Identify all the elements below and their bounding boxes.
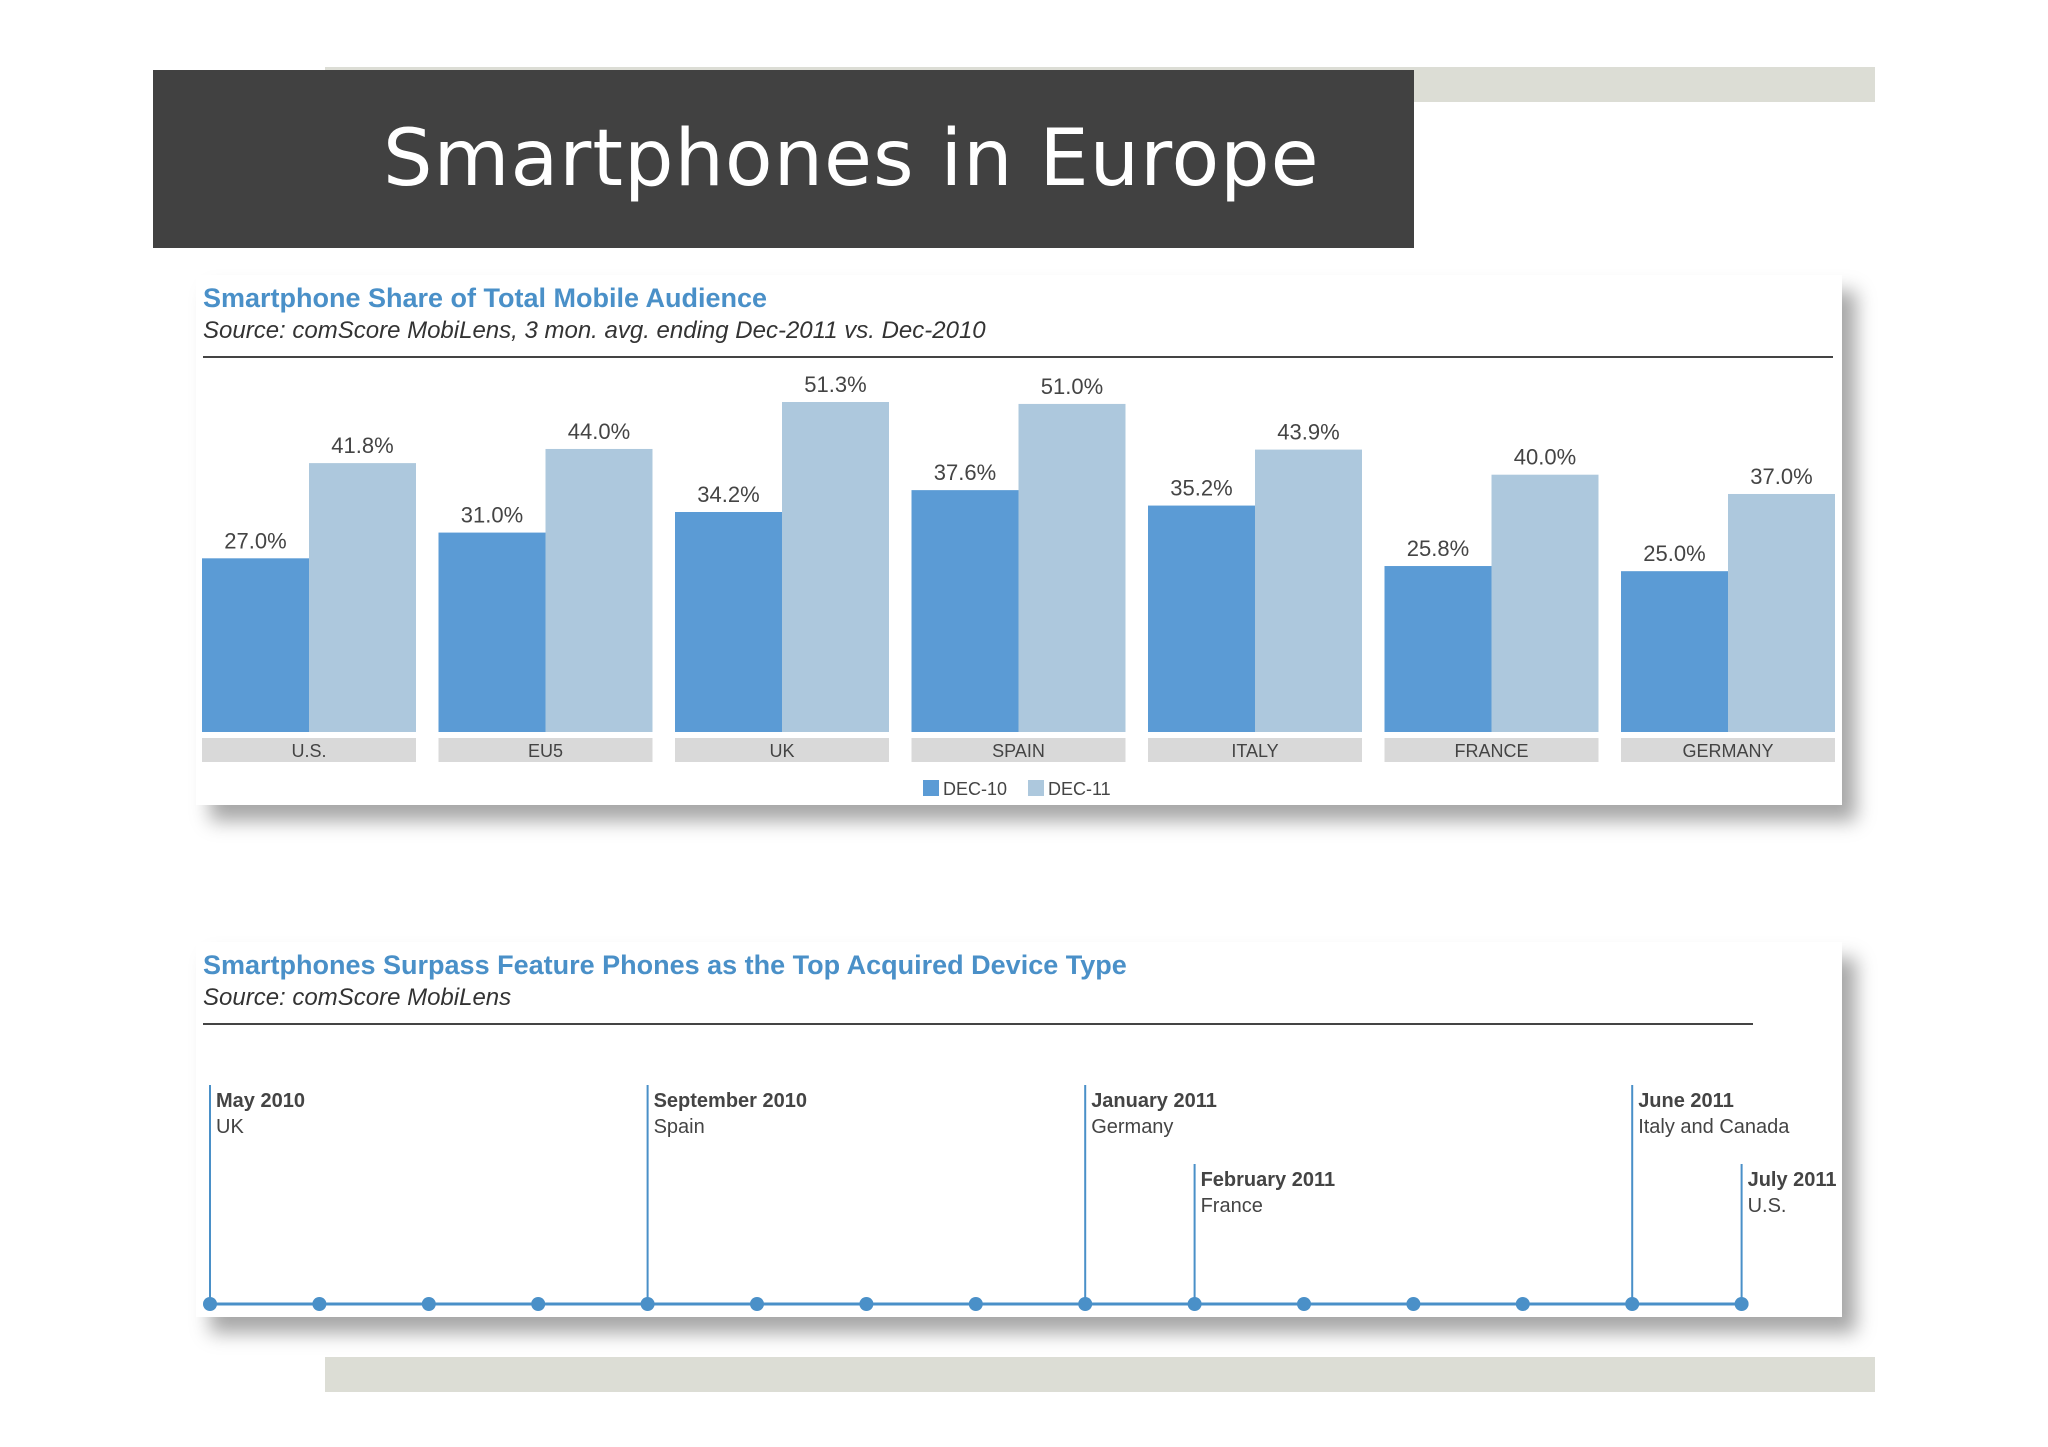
- data-label: 40.0%: [1514, 445, 1576, 470]
- bar-dec-11-italy: [1255, 449, 1362, 732]
- event-place: Germany: [1091, 1116, 1173, 1138]
- timeline-dot: [312, 1297, 327, 1311]
- timeline-dot: [531, 1297, 546, 1311]
- page-title: Smartphones in Europe: [383, 114, 1320, 204]
- event-place: UK: [216, 1116, 244, 1138]
- data-label: 27.0%: [224, 528, 286, 553]
- event-place: Italy and Canada: [1638, 1116, 1790, 1138]
- event-date: January 2011: [1091, 1090, 1217, 1112]
- bar-dec-10-spain: [911, 490, 1019, 732]
- category-label: EU5: [528, 741, 563, 761]
- timeline-dot: [421, 1297, 436, 1311]
- category-label-bg: [438, 738, 653, 762]
- bar-dec-10-eu5: [438, 532, 546, 732]
- category-label: UK: [769, 741, 794, 761]
- bar-chart-panel: Smartphone Share of Total Mobile Audienc…: [196, 275, 1842, 805]
- timeline-dot: [859, 1297, 874, 1311]
- event-place: U.S.: [1748, 1195, 1787, 1217]
- timeline-source: Source: comScore MobiLens: [203, 984, 512, 1011]
- data-label: 35.2%: [1170, 476, 1232, 501]
- category-label-bg: [911, 738, 1126, 762]
- data-label: 37.6%: [934, 460, 996, 485]
- category-label-bg: [1384, 738, 1599, 762]
- timeline-dot: [1406, 1297, 1421, 1311]
- timeline-dot: [1297, 1297, 1311, 1311]
- data-label: 51.0%: [1041, 374, 1103, 399]
- event-date: May 2010: [216, 1090, 305, 1112]
- legend-label: DEC-10: [943, 779, 1007, 799]
- category-label-bg: [202, 738, 416, 762]
- category-label: GERMANY: [1682, 741, 1773, 761]
- data-label: 37.0%: [1750, 464, 1812, 489]
- bar-dec-10-uk: [675, 512, 782, 732]
- data-label: 43.9%: [1277, 420, 1339, 445]
- bar-chart: 27.0% 41.8% U.S. 31.0% 44.0% EU5 34.2% 51.3% UK 3…: [202, 372, 1835, 799]
- bar-chart-title: Smartphone Share of Total Mobile Audienc…: [203, 283, 768, 313]
- event-date: September 2010: [654, 1090, 807, 1112]
- bar-chart-source: Source: comScore MobiLens, 3 mon. avg. e…: [203, 317, 986, 344]
- bar-dec-11-france: [1491, 474, 1599, 732]
- legend-label: DEC-11: [1048, 779, 1111, 799]
- timeline-title: Smartphones Surpass Feature Phones as th…: [203, 950, 1127, 980]
- legend-swatch: [923, 780, 939, 796]
- data-label: 51.3%: [804, 372, 866, 397]
- title-bar: Smartphones in Europe: [153, 70, 1414, 248]
- bar-dec-10-us: [202, 558, 309, 732]
- data-label: 25.8%: [1407, 536, 1469, 561]
- data-label: 34.2%: [697, 482, 759, 507]
- timeline-panel: Smartphones Surpass Feature Phones as th…: [196, 942, 1842, 1317]
- bar-dec-10-italy: [1148, 505, 1255, 732]
- timeline-dot: [750, 1297, 764, 1311]
- data-label: 41.8%: [331, 433, 393, 458]
- legend-swatch: [1028, 780, 1044, 796]
- decor-band-bottom: [325, 1357, 1875, 1392]
- category-label: SPAIN: [992, 741, 1045, 761]
- event-date: February 2011: [1201, 1169, 1336, 1191]
- bar-dec-11-spain: [1018, 403, 1126, 732]
- event-place: Spain: [654, 1116, 705, 1138]
- data-label: 31.0%: [461, 503, 523, 528]
- timeline: May 2010 UK September 2010 Spain January 201…: [203, 1085, 1837, 1311]
- category-label: FRANCE: [1454, 741, 1528, 761]
- timeline-dot: [1515, 1297, 1530, 1311]
- bar-dec-10-germany: [1621, 571, 1728, 732]
- data-label: 44.0%: [568, 419, 630, 444]
- bar-dec-10-france: [1384, 566, 1492, 732]
- category-label-bg: [675, 738, 889, 762]
- bar-dec-11-us: [309, 463, 416, 732]
- bar-dec-11-uk: [782, 402, 889, 732]
- event-date: June 2011: [1638, 1090, 1734, 1112]
- bar-dec-11-germany: [1728, 493, 1835, 732]
- timeline-dot: [968, 1297, 983, 1311]
- data-label: 25.0%: [1643, 541, 1705, 566]
- category-label-bg: [1148, 738, 1362, 762]
- bar-dec-11-eu5: [545, 448, 653, 732]
- event-date: July 2011: [1748, 1169, 1837, 1191]
- category-label: U.S.: [291, 741, 326, 761]
- category-label-bg: [1621, 738, 1835, 762]
- bar-chart-rule: [203, 356, 1833, 358]
- event-place: France: [1201, 1195, 1263, 1217]
- category-label: ITALY: [1231, 741, 1278, 761]
- timeline-rule: [203, 1023, 1753, 1025]
